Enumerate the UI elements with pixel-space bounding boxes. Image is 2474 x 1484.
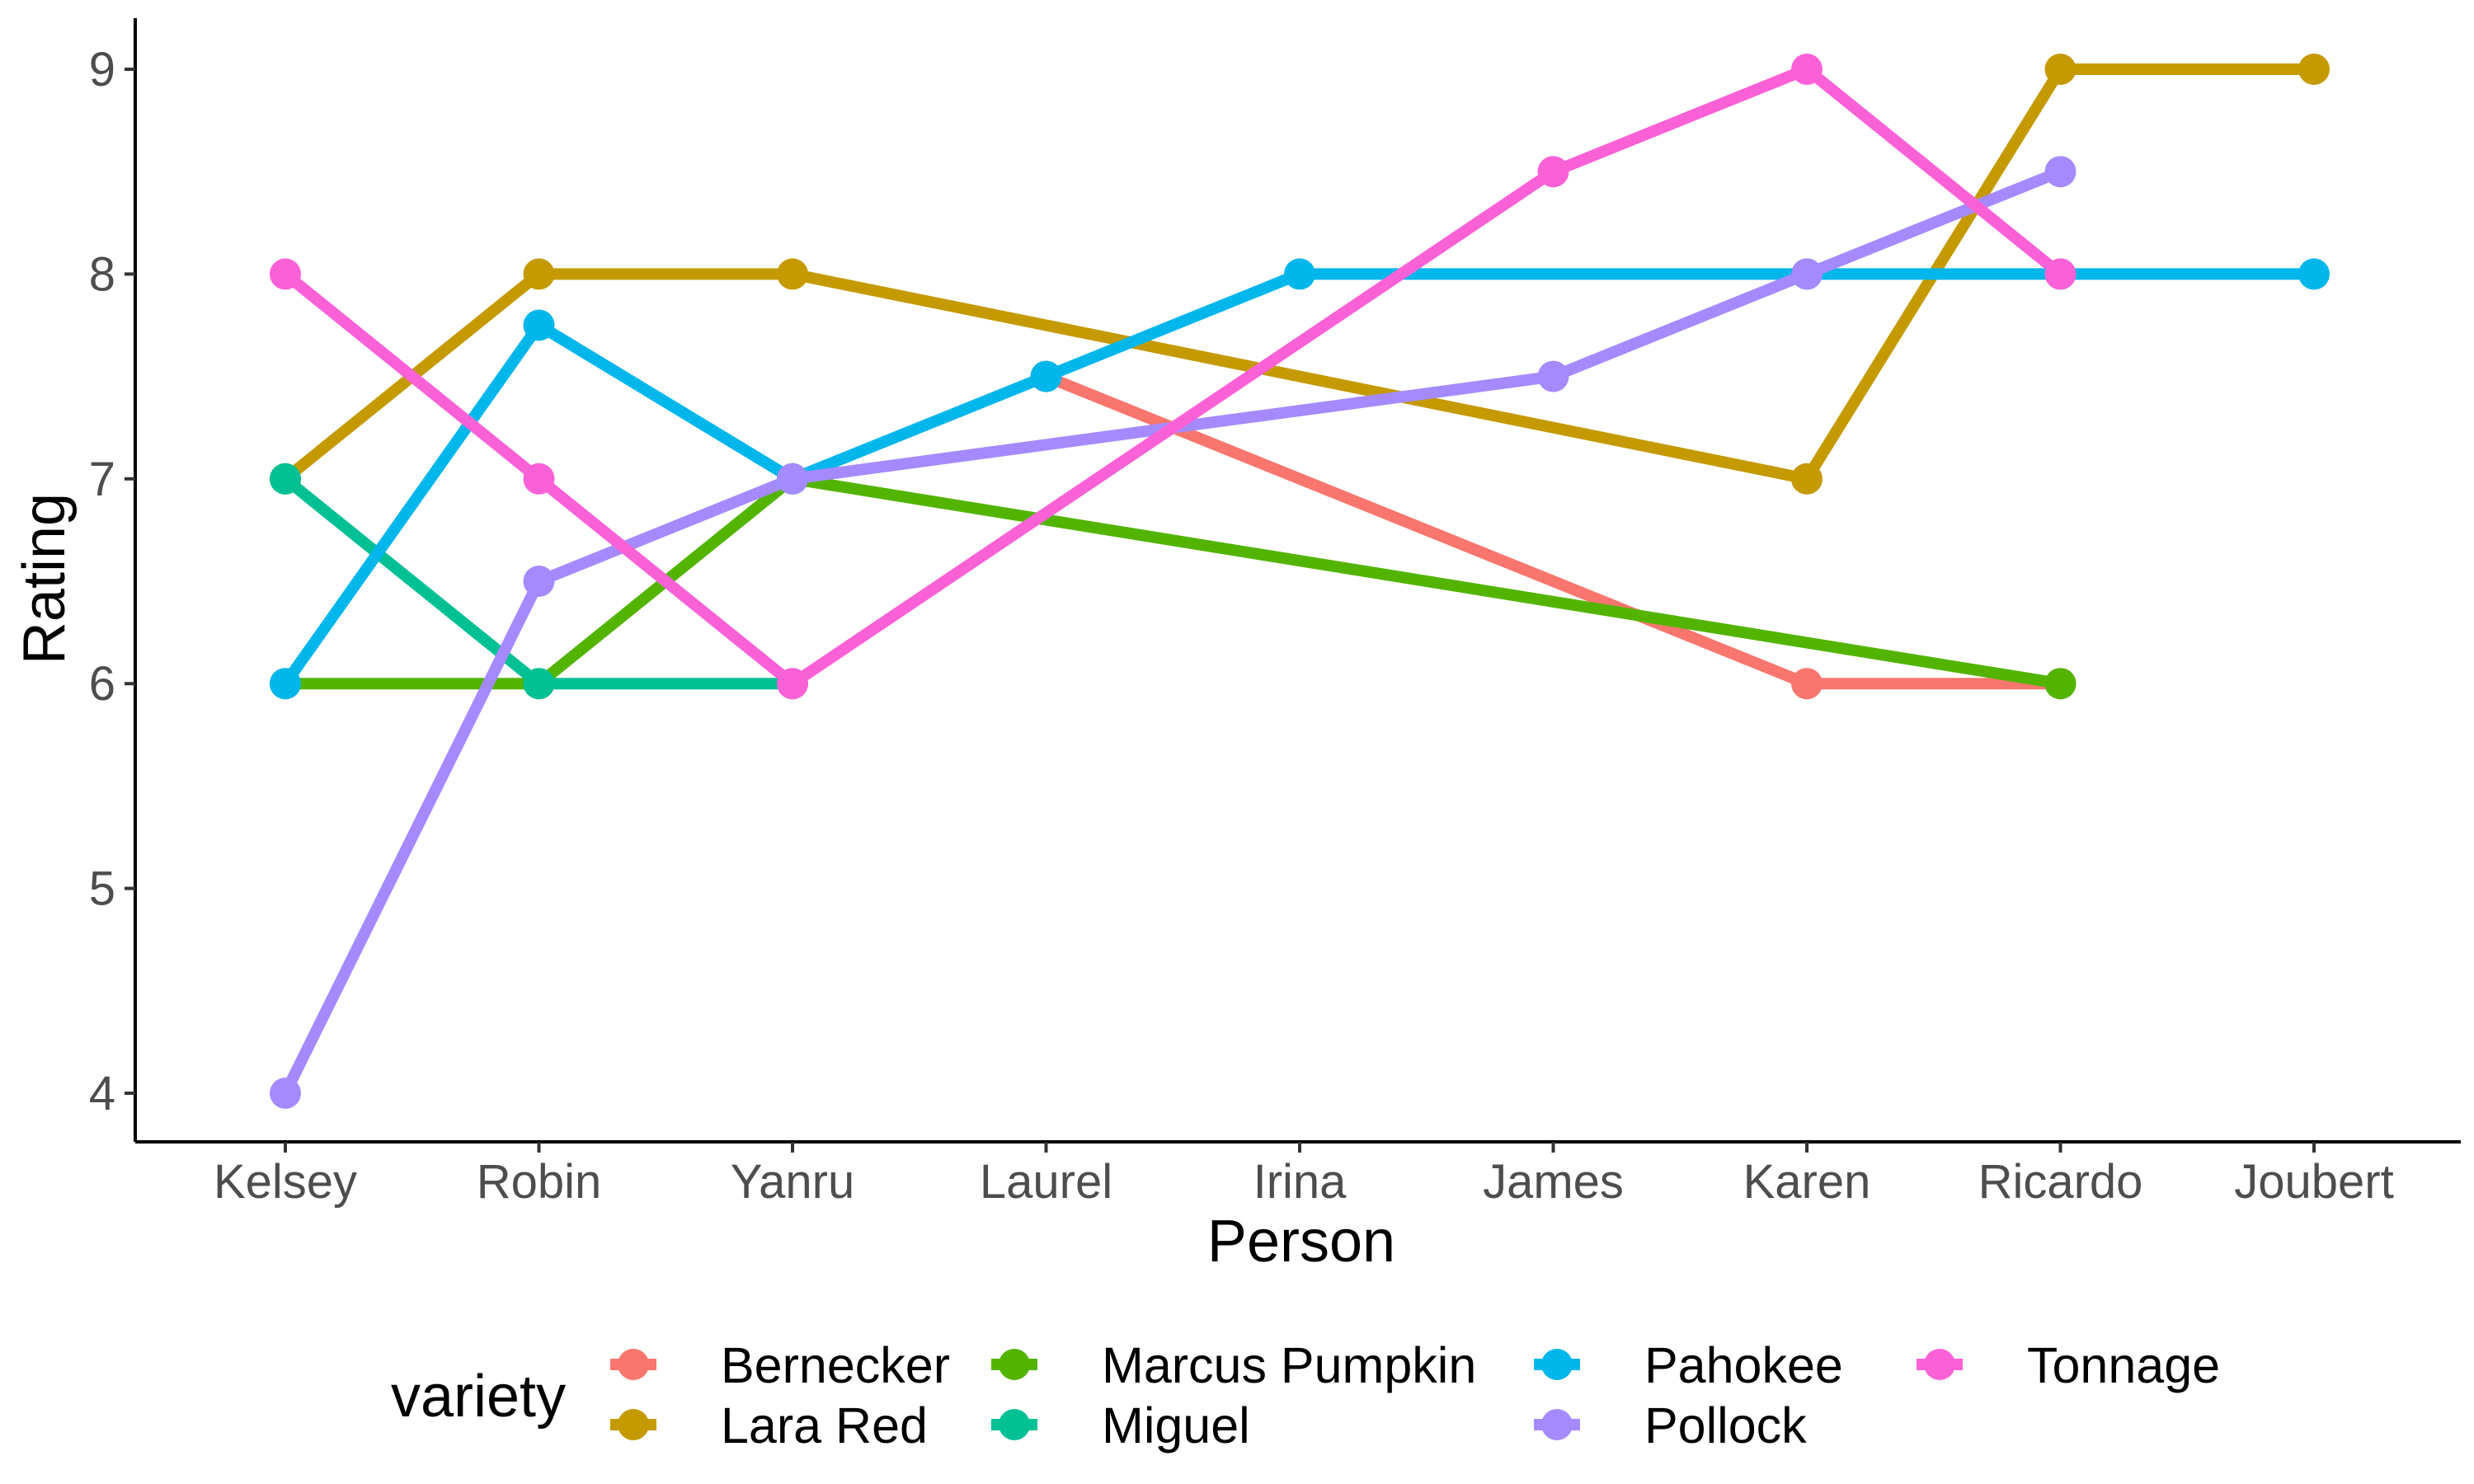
legend-label: Pollock [1644,1397,1807,1453]
x-tick-label: Irina [1253,1155,1348,1209]
series-line [281,63,2064,690]
data-point [1791,463,1823,495]
data-point [2044,668,2077,700]
legend-label: Bernecker [721,1337,950,1393]
data-point [1791,668,1823,700]
data-point [1791,54,1823,85]
data-point [2044,54,2077,85]
y-tick-label: 9 [89,43,115,96]
series-points [270,54,2077,700]
plot-area [270,54,2330,1109]
data-point [2044,156,2077,188]
series [281,63,2314,485]
legend-label: Lara Red [721,1397,928,1453]
legend-key-point [618,1409,649,1440]
legend-item: Lara Red [610,1397,928,1453]
data-point [777,258,808,290]
series-line [281,63,2314,485]
series-line [280,268,2314,688]
y-tick-label: 6 [89,657,115,711]
data-point [1537,360,1569,392]
data-point [1284,258,1315,290]
x-tick-label: Robin [477,1155,602,1209]
x-axis-title: Person [1207,1209,1395,1275]
data-point [523,463,555,495]
data-point [1030,360,1062,392]
legend-label: Miguel [1102,1397,1250,1453]
data-point [270,258,301,290]
y-tick-label: 7 [89,453,115,506]
legend-item: Bernecker [610,1337,950,1393]
data-point [523,668,555,700]
y-tick-label: 4 [89,1067,115,1120]
x-tick-label: Ricardo [1978,1155,2143,1209]
x-tick-label: Kelsey [214,1155,357,1209]
x-tick-label: Laurel [980,1155,1112,1209]
data-point [777,463,808,495]
data-point [523,309,555,341]
data-point [2298,54,2330,85]
data-point [523,566,555,597]
x-ticks: Kelsey Robin Yanru Laurel Irina James Karen Ric… [214,1142,2394,1209]
data-point [523,258,555,290]
legend-label: Tonnage [2027,1337,2220,1393]
legend-item: Pollock [1534,1397,1807,1453]
legend-key-point [618,1349,649,1380]
x-tick-label: Yanru [731,1155,854,1209]
legend-key-point [999,1349,1030,1380]
legend-key-point [1541,1349,1573,1380]
legend-item: Pahokee [1534,1337,1843,1393]
data-point [1537,156,1569,188]
x-tick-label: Karen [1743,1155,1871,1209]
series-layer [270,54,2330,1109]
legend-title: variety [391,1364,566,1430]
y-tick-label: 8 [89,247,115,301]
y-axis-title: Rating [12,493,78,665]
legend-item: Miguel [991,1397,1250,1453]
series [280,268,2314,688]
legend-key-point [1924,1349,1955,1380]
legend-label: Marcus Pumpkin [1102,1337,1476,1393]
series-points [270,156,2077,1109]
legend-key-point [999,1409,1030,1440]
data-point [2298,258,2330,290]
legend-item: Tonnage [1917,1337,2220,1393]
data-point [2044,258,2077,290]
legend-label: Pahokee [1644,1337,1843,1393]
legend-key-point [1541,1409,1573,1440]
data-point [270,1078,301,1109]
x-tick-label: James [1483,1155,1624,1209]
data-point [270,668,301,700]
legend-item: Marcus Pumpkin [991,1337,1476,1393]
series [281,63,2064,690]
data-point [270,463,301,495]
y-tick-label: 5 [89,862,115,916]
data-point [777,668,808,700]
data-point [1791,258,1823,290]
x-tick-label: Joubert [2234,1155,2393,1209]
y-ticks: 4 5 6 7 8 9 [89,43,135,1120]
